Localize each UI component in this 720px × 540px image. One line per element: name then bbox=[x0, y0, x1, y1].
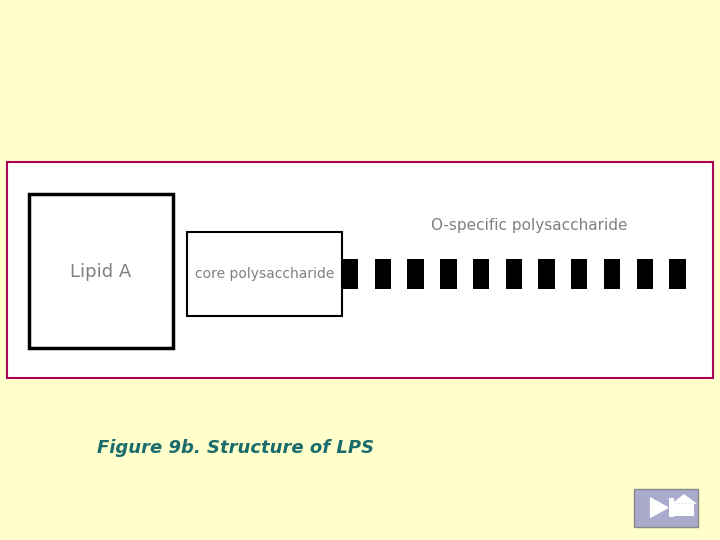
Bar bbox=[522, 259, 539, 289]
Bar bbox=[456, 259, 473, 289]
Polygon shape bbox=[651, 498, 668, 517]
Bar bbox=[408, 259, 424, 289]
Bar bbox=[359, 259, 374, 289]
Text: Figure 9b. Structure of LPS: Figure 9b. Structure of LPS bbox=[97, 439, 374, 457]
Bar bbox=[490, 259, 505, 289]
Bar bbox=[620, 259, 636, 289]
Bar bbox=[670, 498, 674, 517]
Text: Lipid A: Lipid A bbox=[70, 262, 132, 281]
Text: core polysaccharide: core polysaccharide bbox=[195, 267, 334, 281]
Bar bbox=[505, 259, 522, 289]
Bar bbox=[604, 259, 620, 289]
Bar bbox=[588, 259, 604, 289]
Bar bbox=[685, 259, 702, 289]
Bar bbox=[674, 504, 694, 516]
FancyBboxPatch shape bbox=[634, 489, 698, 526]
FancyBboxPatch shape bbox=[7, 162, 713, 378]
Bar bbox=[636, 259, 653, 289]
Bar bbox=[440, 259, 456, 289]
Bar bbox=[554, 259, 571, 289]
Bar bbox=[342, 259, 359, 289]
Polygon shape bbox=[671, 494, 697, 504]
Bar bbox=[374, 259, 391, 289]
Text: O-specific polysaccharide: O-specific polysaccharide bbox=[431, 218, 627, 233]
Bar bbox=[539, 259, 554, 289]
Bar bbox=[571, 259, 588, 289]
Bar bbox=[670, 259, 685, 289]
Bar bbox=[391, 259, 408, 289]
FancyBboxPatch shape bbox=[187, 232, 342, 316]
Bar bbox=[473, 259, 490, 289]
Bar bbox=[653, 259, 670, 289]
FancyBboxPatch shape bbox=[29, 194, 173, 348]
Bar bbox=[424, 259, 440, 289]
